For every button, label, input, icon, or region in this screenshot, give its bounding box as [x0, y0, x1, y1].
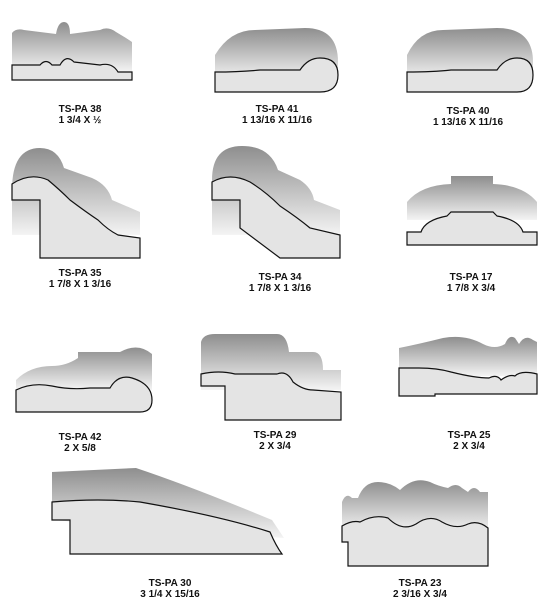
profile-code: TS-PA 38 — [58, 104, 102, 115]
profile-ts-pa-23: TS-PA 23 2 3/16 X 3/4 — [330, 462, 520, 606]
profile-caption: TS-PA 23 2 3/16 X 3/4 — [370, 578, 470, 600]
profile-caption: TS-PA 42 2 X 5/8 — [30, 432, 130, 454]
profile-size: 1 7/8 X 1 3/16 — [248, 283, 312, 294]
profile-code: TS-PA 34 — [258, 272, 302, 283]
profile-caption: TS-PA 34 1 7/8 X 1 3/16 — [230, 272, 330, 294]
profile-drawing — [51, 468, 284, 555]
profile-drawing — [406, 28, 534, 93]
profile-drawing — [11, 22, 133, 81]
profile-drawing — [211, 146, 341, 259]
profile-code: TS-PA 35 — [58, 268, 102, 279]
profile-code: TS-PA 25 — [447, 430, 491, 441]
profile-code: TS-PA 42 — [58, 432, 102, 443]
profile-size: 1 13/16 X 11/16 — [241, 115, 313, 126]
profile-drawing — [11, 148, 141, 259]
profile-caption: TS-PA 25 2 X 3/4 — [419, 430, 519, 452]
profile-code: TS-PA 30 — [148, 578, 192, 589]
profile-ts-pa-41: TS-PA 41 1 13/16 X 11/16 — [200, 0, 370, 135]
profile-code: TS-PA 17 — [449, 272, 493, 283]
profile-size: 1 7/8 X 1 3/16 — [48, 279, 112, 290]
profile-code: TS-PA 40 — [446, 106, 490, 117]
profile-drawing — [214, 28, 339, 93]
profile-caption: TS-PA 35 1 7/8 X 1 3/16 — [30, 268, 130, 290]
profile-code: TS-PA 29 — [253, 430, 297, 441]
profile-size: 1 7/8 X 3/4 — [446, 283, 496, 294]
profile-code: TS-PA 41 — [255, 104, 299, 115]
profile-size: 3 1/4 X 15/16 — [140, 589, 200, 600]
profile-size: 1 3/4 X ½ — [58, 115, 102, 126]
profile-size: 2 X 3/4 — [453, 441, 485, 452]
profile-ts-pa-29: TS-PA 29 2 X 3/4 — [195, 330, 365, 455]
profile-caption: TS-PA 40 1 13/16 X 11/16 — [413, 106, 523, 128]
profile-ts-pa-40: TS-PA 40 1 13/16 X 11/16 — [385, 0, 550, 135]
profile-caption: TS-PA 17 1 7/8 X 3/4 — [421, 272, 521, 294]
profile-size: 2 3/16 X 3/4 — [393, 589, 447, 600]
profile-caption: TS-PA 30 3 1/4 X 15/16 — [120, 578, 220, 600]
profile-code: TS-PA 23 — [398, 578, 442, 589]
profile-drawing — [341, 480, 489, 567]
profile-ts-pa-30: TS-PA 30 3 1/4 X 15/16 — [40, 462, 290, 606]
profile-size: 1 13/16 X 11/16 — [432, 117, 504, 128]
profile-size: 2 X 3/4 — [259, 441, 291, 452]
profile-drawing — [200, 334, 342, 421]
profile-ts-pa-35: TS-PA 35 1 7/8 X 1 3/16 — [0, 140, 183, 300]
profile-caption: TS-PA 41 1 13/16 X 11/16 — [222, 104, 332, 126]
profile-drawing — [15, 347, 153, 413]
profile-ts-pa-17: TS-PA 17 1 7/8 X 3/4 — [385, 140, 550, 300]
profile-drawing — [406, 176, 538, 246]
profile-ts-pa-25: TS-PA 25 2 X 3/4 — [385, 330, 550, 455]
profile-caption: TS-PA 38 1 3/4 X ½ — [30, 104, 130, 126]
profile-ts-pa-34: TS-PA 34 1 7/8 X 1 3/16 — [200, 140, 370, 300]
profile-ts-pa-38: TS-PA 38 1 3/4 X ½ — [0, 0, 183, 135]
profile-drawing — [398, 336, 538, 397]
profile-size: 2 X 5/8 — [64, 443, 96, 454]
profile-ts-pa-42: TS-PA 42 2 X 5/8 — [0, 330, 183, 455]
profile-caption: TS-PA 29 2 X 3/4 — [225, 430, 325, 452]
